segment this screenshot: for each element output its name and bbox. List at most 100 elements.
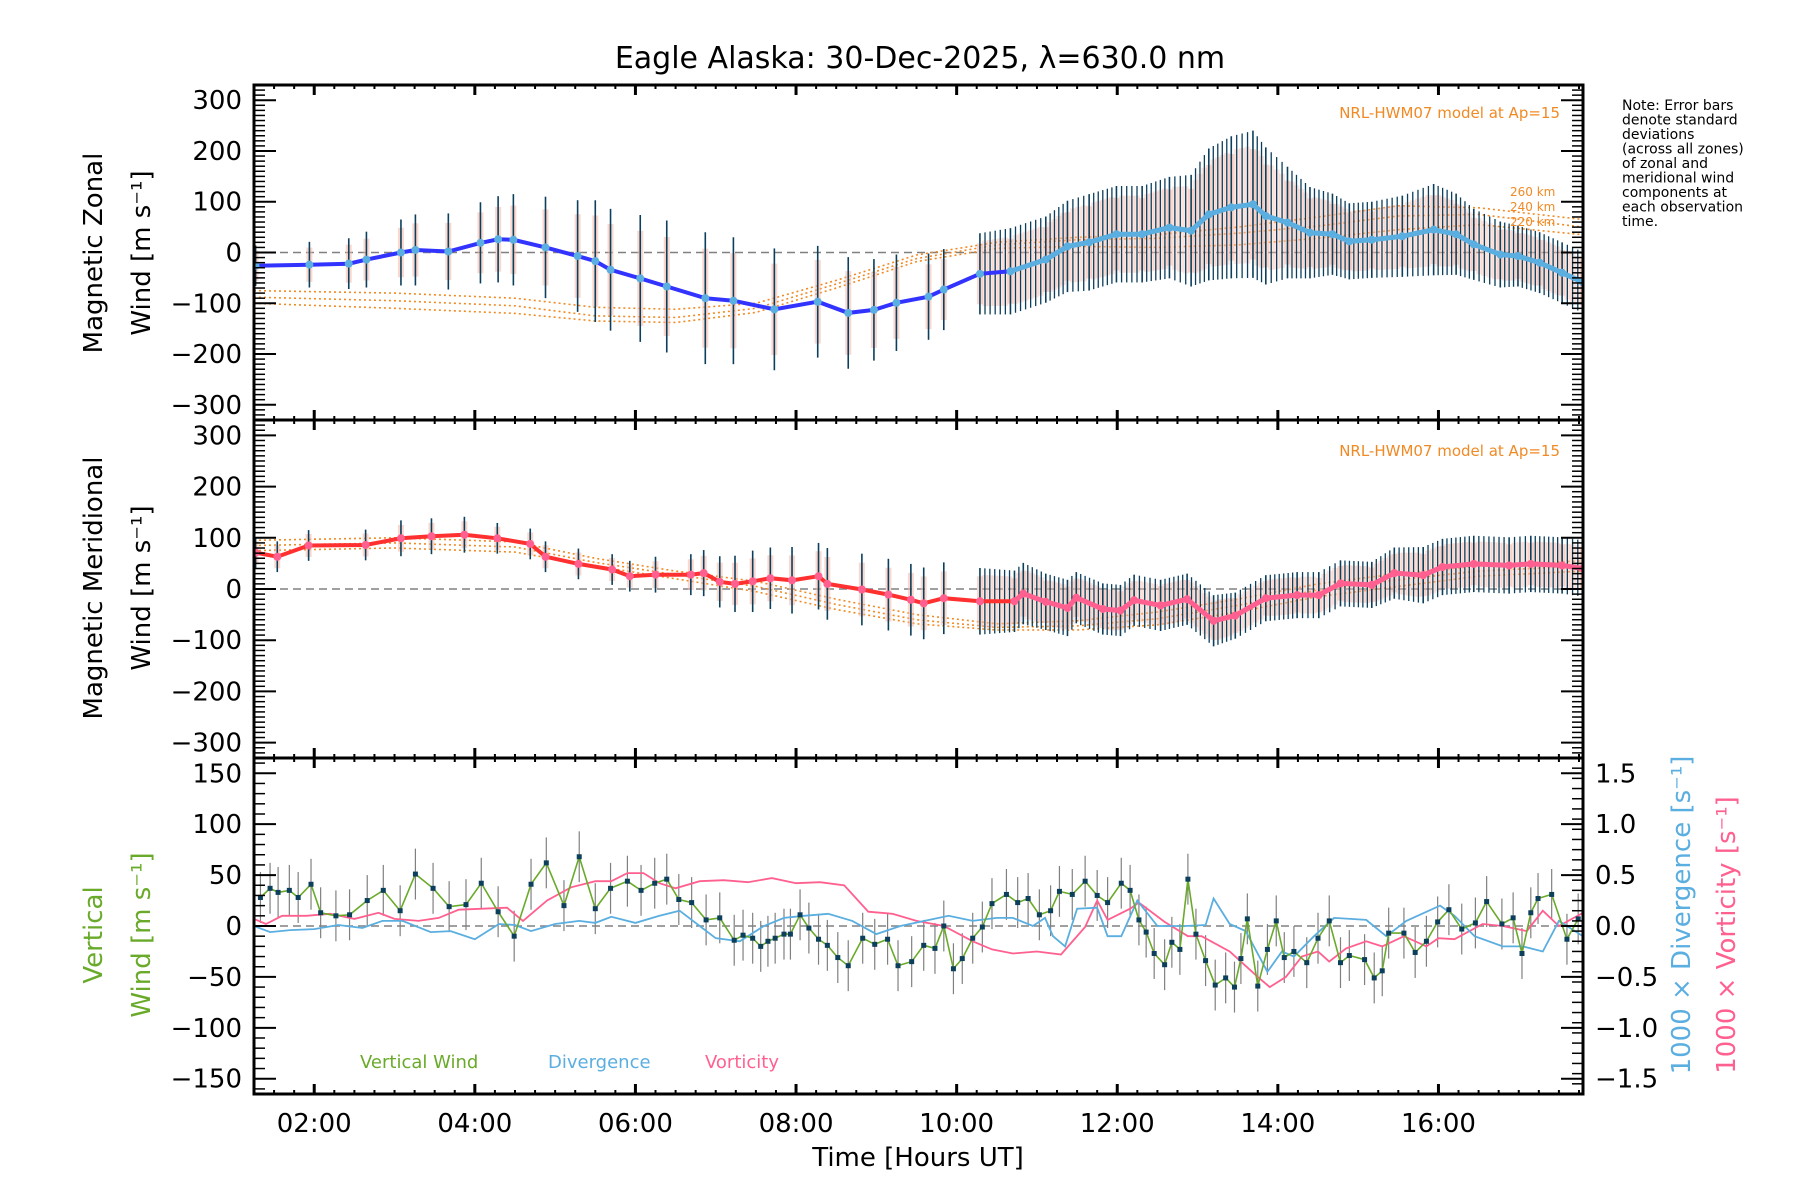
vertical-wind-point (1015, 900, 1021, 906)
vertical-wind-point (1105, 900, 1111, 906)
wind-point (460, 530, 469, 539)
wind-point (906, 595, 915, 604)
vertical-wind-point (380, 887, 386, 893)
x-tick-label: 10:00 (919, 1109, 994, 1139)
wind-point (731, 579, 740, 588)
wind-point (526, 539, 535, 548)
vertical-wind-point (1177, 946, 1183, 952)
note-line: Note: Error bars (1622, 98, 1733, 114)
wind-point (1336, 579, 1345, 588)
note-line: deviations (1622, 127, 1694, 143)
vertical-wind-point (1136, 917, 1142, 923)
wind-point (701, 294, 710, 303)
chart-title: Eagle Alaska: 30-Dec-2025, λ=630.0 nm (615, 41, 1225, 76)
vertical-wind-point (765, 938, 771, 944)
vertical-wind-point (543, 860, 549, 866)
note-line: of zonal and (1622, 156, 1708, 172)
note-line: (across all zones) (1622, 142, 1744, 158)
y2-tick-label: −0.5 (1595, 963, 1658, 993)
wind-point (362, 255, 371, 264)
vertical-wind-point (495, 909, 501, 915)
note-line: each observation (1622, 200, 1743, 216)
model-label-220: 220 km (1510, 215, 1555, 229)
vertical-wind-point (676, 897, 682, 903)
vertical-wind-point (758, 943, 764, 949)
wind-point (939, 594, 948, 603)
y-tick-label: −150 (171, 1065, 242, 1095)
vertical-wind-point (511, 933, 517, 939)
y2-tick-label: −1.5 (1595, 1065, 1658, 1095)
meridional-model-annotation: NRL-HWM07 model at Ap=15 (1339, 442, 1560, 460)
vertical-wind-point (950, 966, 956, 972)
vertical-wind-point (463, 902, 469, 908)
vertical-wind-point (1003, 891, 1009, 897)
divergence-line (254, 896, 1583, 974)
vertical-wind-point (1528, 910, 1534, 916)
wind-point (651, 570, 660, 579)
wind-point (1112, 230, 1121, 239)
y-tick-label: −100 (171, 1014, 242, 1044)
vertical-wind-point (1036, 912, 1042, 918)
vertical-wind-point (1401, 930, 1407, 936)
vertical-wind-point (1056, 888, 1062, 894)
wind-point (1116, 606, 1125, 615)
y2-tick-label: 0.0 (1595, 912, 1636, 942)
y-tick-label: 0 (225, 912, 242, 942)
vertical-wind-point (750, 935, 756, 941)
vertical-wind-point (1362, 957, 1368, 963)
wind-point (813, 297, 822, 306)
vertical-panel: 1.5 1.0 0.5 0.0 −0.5 −1.0 −1.5 02:00 04:00 06:00 0… (171, 756, 1658, 1139)
vertical-wind-point (1185, 876, 1191, 882)
y-tick-label: −50 (187, 963, 242, 993)
vertical-wind-point (806, 925, 812, 931)
vertical-wind-point (364, 898, 370, 904)
vertical-wind-point (1264, 946, 1270, 952)
vertical-wind-point (932, 945, 938, 951)
vertical-wind-point (1244, 916, 1250, 922)
model-curve-hwm07-240-km (254, 542, 1583, 629)
wind-point (573, 252, 582, 261)
wind-point (1261, 594, 1270, 603)
wind-point (823, 579, 832, 588)
vertical-wind-point (1459, 926, 1465, 932)
wind-point (715, 577, 724, 586)
wind-point (396, 534, 405, 543)
note-line: denote standard (1622, 113, 1738, 129)
y-tick-label: −200 (171, 340, 242, 370)
wind-point (444, 247, 453, 256)
vertical-wind-point (1025, 896, 1031, 902)
vertical-wind-point (824, 942, 830, 948)
y-tick-label: −100 (171, 289, 242, 319)
vertical-wind-point (1423, 938, 1429, 944)
zonal-ylabel-line1: Magnetic Zonal (79, 153, 109, 354)
wind-point (1293, 591, 1302, 600)
vertical-wind-point (1223, 975, 1229, 981)
vertical-wind-point (318, 910, 324, 916)
wind-point (1305, 228, 1314, 237)
wind-point (814, 572, 823, 581)
wind-point (1558, 268, 1567, 277)
vertical-wind-point (740, 932, 746, 938)
wind-point (273, 552, 282, 561)
wind-point (1469, 559, 1478, 568)
vertical-wind-point (412, 871, 418, 877)
wind-point (1130, 596, 1139, 605)
wind-point (924, 292, 933, 301)
wind-point (541, 243, 550, 252)
wind-point (770, 305, 779, 314)
meridional-ylabel-line2: Wind [m s⁻¹] (127, 505, 157, 670)
vertical-wind-point (689, 900, 695, 906)
wind-point (892, 298, 901, 307)
y-tick-label: 300 (192, 86, 242, 116)
wind-point (919, 599, 928, 608)
wind-point (625, 572, 634, 581)
vertical-wind-point (333, 913, 339, 919)
vertical-wind-point (1337, 960, 1343, 966)
meridional-panel: 300 200 100 0 −100 −200 −300 (171, 418, 1585, 760)
vorticity-line (254, 872, 1583, 989)
wind-point (1227, 203, 1236, 212)
vertical-wind-point (561, 903, 567, 909)
vertical-wind-point (1446, 907, 1452, 913)
wind-point (662, 282, 671, 291)
